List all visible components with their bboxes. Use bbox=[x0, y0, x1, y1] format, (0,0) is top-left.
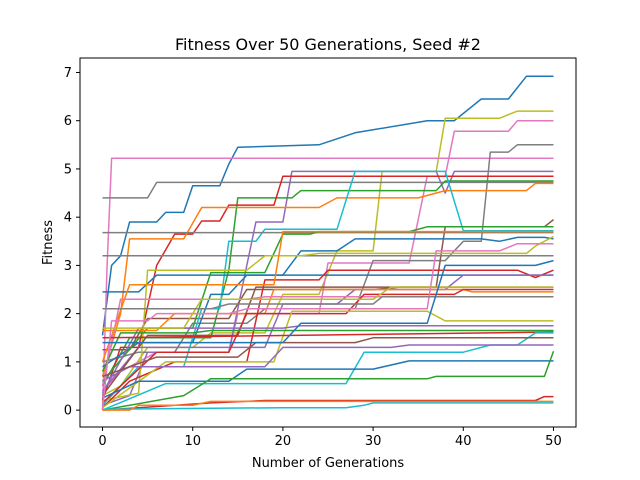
chart-title: Fitness Over 50 Generations, Seed #2 bbox=[175, 35, 481, 54]
x-tick-label: 20 bbox=[275, 434, 292, 449]
series-lines bbox=[101, 75, 555, 411]
y-tick-label: 3 bbox=[64, 259, 72, 274]
x-tick-label: 30 bbox=[365, 434, 382, 449]
x-tick-label: 10 bbox=[184, 434, 201, 449]
y-axis-ticks: 0 1 2 3 4 5 6 7 bbox=[64, 66, 80, 419]
series-line-28 bbox=[101, 329, 554, 372]
series-line-41 bbox=[102, 259, 554, 344]
y-tick-label: 1 bbox=[64, 355, 72, 370]
series-line-8 bbox=[101, 180, 554, 387]
series-line-25 bbox=[101, 288, 554, 404]
y-tick-label: 4 bbox=[64, 211, 72, 226]
series-line-27 bbox=[101, 324, 554, 394]
series-line-36 bbox=[102, 400, 554, 411]
series-line-33 bbox=[102, 351, 555, 411]
series-line-37 bbox=[101, 242, 554, 411]
x-tick-label: 0 bbox=[98, 434, 106, 449]
series-line-30 bbox=[102, 332, 554, 411]
series-line-6 bbox=[102, 181, 554, 199]
series-line-1 bbox=[101, 75, 554, 336]
series-line-16 bbox=[102, 274, 554, 293]
series-line-35 bbox=[102, 402, 554, 410]
series-line-20 bbox=[101, 230, 554, 363]
y-tick-label: 2 bbox=[64, 307, 72, 322]
series-line-9 bbox=[101, 175, 554, 401]
y-axis-label: Fitness bbox=[41, 220, 56, 265]
y-tick-label: 0 bbox=[64, 404, 72, 419]
series-line-32 bbox=[102, 360, 554, 399]
x-axis-ticks: 0 10 20 30 40 50 bbox=[98, 427, 562, 449]
series-line-39 bbox=[102, 286, 554, 329]
x-tick-label: 40 bbox=[455, 434, 472, 449]
series-line-40 bbox=[102, 296, 554, 310]
series-line-23 bbox=[101, 296, 554, 387]
x-axis-label: Number of Generations bbox=[252, 456, 405, 471]
series-line-29 bbox=[102, 331, 554, 339]
y-tick-label: 6 bbox=[64, 114, 72, 129]
series-line-18 bbox=[102, 235, 554, 402]
series-line-34 bbox=[102, 395, 554, 411]
series-line-12 bbox=[101, 170, 554, 406]
x-tick-label: 50 bbox=[545, 434, 562, 449]
plot-frame bbox=[79, 57, 577, 428]
y-tick-label: 5 bbox=[64, 162, 72, 177]
series-line-26 bbox=[102, 310, 554, 409]
series-line-22 bbox=[102, 288, 554, 332]
series-line-38 bbox=[102, 337, 554, 378]
series-line-10 bbox=[101, 182, 554, 377]
series-line-31 bbox=[102, 344, 554, 382]
y-tick-label: 7 bbox=[64, 66, 72, 81]
series-line-13 bbox=[102, 236, 554, 368]
series-line-19 bbox=[101, 269, 554, 409]
series-line-7 bbox=[102, 170, 554, 407]
